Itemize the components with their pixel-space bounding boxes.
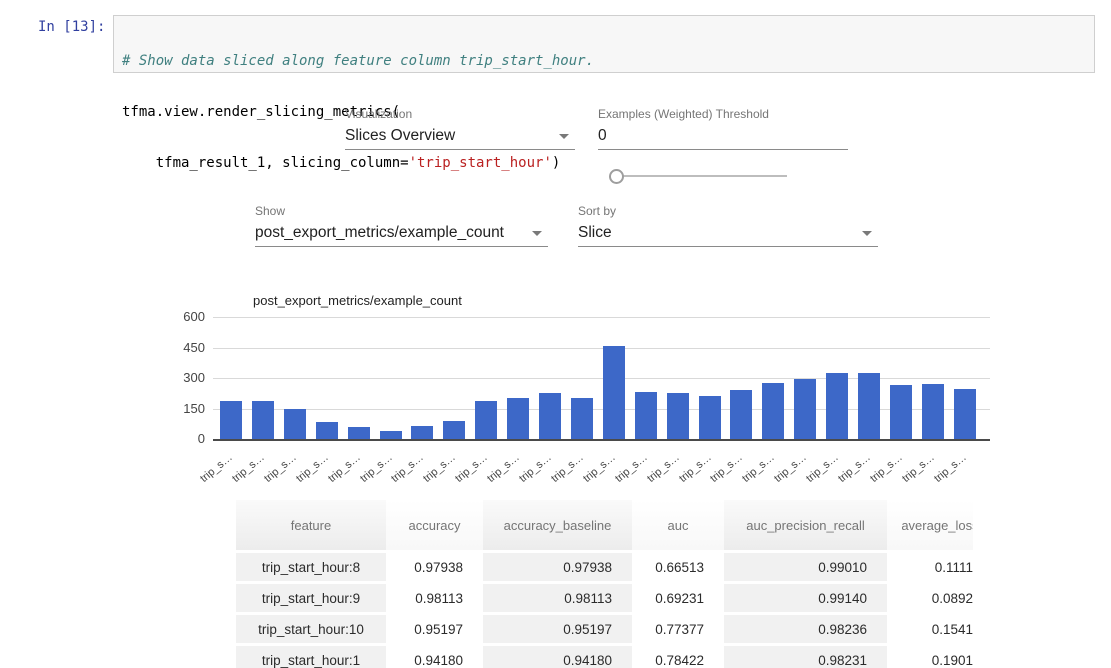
bar[interactable] (220, 401, 242, 439)
show-dropdown[interactable]: Show post_export_metrics/example_count (255, 204, 548, 247)
cell-execution-prompt: In [13]: (38, 19, 106, 35)
metrics-table: feature accuracy accuracy_baseline auc auc_p… (236, 500, 973, 668)
bar[interactable] (794, 378, 817, 439)
bar[interactable] (315, 421, 338, 439)
code-line-comment: # Show data sliced along feature column … (122, 53, 595, 69)
feature-cell: trip_start_hour:1 (236, 646, 386, 668)
bar[interactable] (539, 393, 561, 440)
metric-cell: 0.94180 (483, 646, 632, 668)
bar[interactable] (507, 397, 530, 439)
bar[interactable] (666, 393, 689, 439)
slider-handle[interactable] (609, 169, 624, 184)
code-line-3: tfma_result_1, slicing_column='trip_star… (122, 155, 561, 171)
bar[interactable] (634, 392, 657, 439)
bar[interactable] (379, 430, 402, 439)
metric-cell: 0.97938 (483, 553, 632, 584)
bar[interactable] (443, 420, 466, 439)
chart-gridline (213, 378, 990, 379)
legend-label: post_export_metrics/example_count (253, 293, 462, 308)
metric-cell: 0.97938 (386, 553, 483, 584)
metric-cell: 0.98236 (724, 615, 887, 646)
y-axis-tick-label: 450 (183, 339, 205, 355)
code-cell[interactable]: # Show data sliced along feature column … (113, 15, 1095, 171)
chart-gridline (213, 317, 990, 318)
table-row: trip_start_hour:10 0.95197 0.95197 0.77377 0… (236, 615, 973, 646)
show-value: post_export_metrics/example_count (255, 224, 504, 241)
column-header-auc: auc (632, 500, 724, 553)
chevron-down-icon[interactable] (532, 230, 542, 236)
metric-cell: 0.95197 (483, 615, 632, 646)
y-axis-tick-label: 150 (183, 400, 205, 416)
bar[interactable] (762, 382, 785, 439)
bar[interactable] (283, 409, 306, 439)
metric-cell: 0.1901 (887, 646, 973, 668)
bar[interactable] (921, 383, 944, 439)
bar[interactable] (570, 397, 593, 439)
y-axis-tick-label: 300 (183, 370, 205, 385)
bar[interactable] (347, 427, 370, 439)
bar[interactable] (602, 345, 625, 439)
chart-gridline (213, 347, 990, 349)
bar[interactable] (730, 390, 753, 439)
bar[interactable] (475, 400, 498, 439)
metric-cell: 0.99010 (724, 553, 887, 584)
metric-cell: 0.94180 (386, 646, 483, 668)
table-row: trip_start_hour:8 0.97938 0.97938 0.66513 0.… (236, 553, 973, 584)
metric-cell: 0.66513 (632, 553, 724, 584)
metric-cell: 0.99140 (724, 584, 887, 615)
metric-cell: 0.78422 (632, 646, 724, 668)
y-axis-tick-label: 0 (197, 431, 205, 446)
y-axis-tick-label: 600 (183, 309, 205, 324)
metric-cell: 0.1111 (887, 553, 973, 584)
metric-cell: 0.77377 (632, 615, 724, 646)
metrics-table-container: feature accuracy accuracy_baseline auc auc_p… (236, 500, 973, 668)
metric-cell: 0.1541 (887, 615, 973, 646)
chart-legend: post_export_metrics/example_count (222, 293, 462, 308)
visualization-dropdown[interactable]: Visualization Slices Overview (345, 107, 575, 150)
metric-cell: 0.98113 (386, 584, 483, 615)
metric-cell: 0.98113 (483, 584, 632, 615)
feature-cell: trip_start_hour:9 (236, 584, 386, 615)
feature-cell: trip_start_hour:10 (236, 615, 386, 646)
sort-by-value: Slice (578, 224, 612, 241)
bar[interactable] (698, 395, 721, 439)
bar[interactable] (411, 426, 434, 439)
column-header-feature: feature (236, 500, 386, 553)
chevron-down-icon[interactable] (862, 230, 872, 236)
legend-swatch-icon (222, 294, 246, 307)
visualization-value: Slices Overview (345, 127, 456, 144)
sort-by-dropdown[interactable]: Sort by Slice (578, 204, 878, 247)
metric-cell: 0.98231 (724, 646, 887, 668)
show-label: Show (255, 204, 286, 218)
slider-track[interactable] (622, 175, 787, 177)
x-axis-line (213, 439, 990, 441)
table-header-row: feature accuracy accuracy_baseline auc auc_p… (236, 500, 973, 553)
column-header-accuracy_baseline: accuracy_baseline (483, 500, 632, 553)
bar[interactable] (953, 389, 976, 439)
threshold-slider[interactable] (609, 169, 787, 184)
column-header-accuracy: accuracy (386, 500, 483, 553)
column-header-auc_precision_recall: auc_precision_recall (724, 500, 887, 553)
table-row: trip_start_hour:1 0.94180 0.94180 0.78422 0.… (236, 646, 973, 668)
bar[interactable] (858, 372, 880, 439)
metric-cell: 0.69231 (632, 584, 724, 615)
threshold-input[interactable] (598, 127, 848, 145)
threshold-label: Examples (Weighted) Threshold (598, 107, 769, 121)
sort-by-label: Sort by (578, 204, 617, 218)
bar[interactable] (826, 372, 849, 439)
threshold-field[interactable]: Examples (Weighted) Threshold (598, 107, 848, 150)
feature-cell: trip_start_hour:8 (236, 553, 386, 584)
code-line-2: tfma.view.render_slicing_metrics( (122, 104, 401, 120)
metric-cell: 0.95197 (386, 615, 483, 646)
chevron-down-icon[interactable] (559, 133, 569, 139)
table-row: trip_start_hour:9 0.98113 0.98113 0.69231 0.… (236, 584, 973, 615)
column-header-average_loss: average_loss (887, 500, 973, 553)
visualization-label: Visualization (345, 107, 413, 121)
bar[interactable] (889, 385, 912, 439)
chart-gridline (213, 408, 990, 410)
bar[interactable] (251, 401, 274, 439)
metric-cell: 0.0892 (887, 584, 973, 615)
